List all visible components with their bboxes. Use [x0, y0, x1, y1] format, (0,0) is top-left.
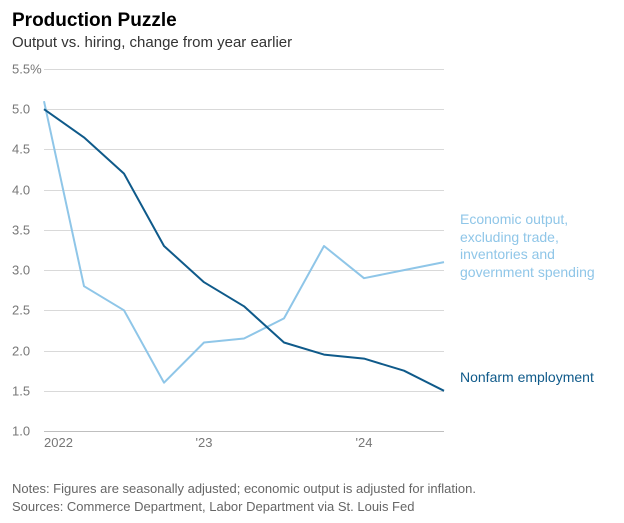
legend-item: Economic output, excluding trade, invent…: [460, 211, 610, 281]
series-line: [44, 101, 444, 383]
legend-item: Nonfarm employment: [460, 369, 594, 387]
notes-line: Notes: Figures are seasonally adjusted; …: [12, 480, 612, 498]
chart-title: Production Puzzle: [12, 10, 612, 32]
chart-subtitle: Output vs. hiring, change from year earl…: [12, 34, 612, 51]
chart-container: Production Puzzle Output vs. hiring, cha…: [0, 0, 624, 523]
sources-line: Sources: Commerce Department, Labor Depa…: [12, 498, 612, 516]
chart-plot-area: 1.01.52.02.53.03.54.04.55.05.5%2022'23'2…: [12, 61, 612, 456]
series-line: [44, 109, 444, 391]
